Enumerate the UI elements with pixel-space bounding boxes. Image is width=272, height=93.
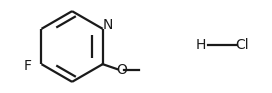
Text: N: N <box>102 18 113 32</box>
Text: F: F <box>24 59 32 73</box>
Text: H: H <box>196 38 206 52</box>
Text: O: O <box>116 63 127 77</box>
Text: Cl: Cl <box>235 38 249 52</box>
